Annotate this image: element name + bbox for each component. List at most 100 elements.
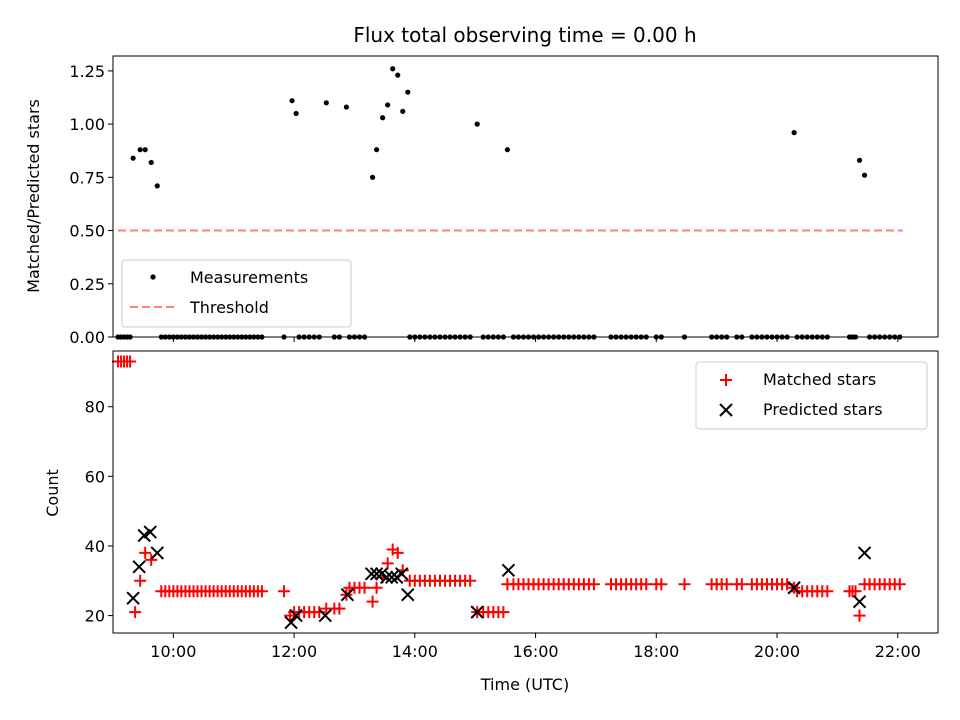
predicted-star-point bbox=[150, 546, 164, 560]
measurement-point bbox=[293, 110, 299, 117]
predicted-star-point bbox=[395, 567, 409, 581]
y-tick-label: 80 bbox=[85, 398, 105, 417]
measurement-point bbox=[474, 121, 480, 127]
matched-star-point bbox=[129, 606, 142, 619]
predicted-star-point bbox=[284, 615, 298, 630]
x-axis-label: Time (UTC) bbox=[480, 675, 569, 694]
predicted-star-point bbox=[289, 608, 303, 623]
matched-star-point bbox=[278, 585, 291, 598]
matched-star-point bbox=[145, 553, 158, 566]
predicted-star-point bbox=[379, 570, 394, 585]
matched-star-point bbox=[497, 606, 510, 619]
x-tick-label: 16:00 bbox=[513, 642, 559, 661]
y-tick-label: 0.50 bbox=[69, 222, 105, 241]
measurement-point bbox=[289, 98, 295, 104]
legend-predicted-label: Predicted stars bbox=[763, 400, 883, 419]
measurement-point bbox=[861, 172, 868, 178]
x-tick-label: 18:00 bbox=[633, 642, 679, 661]
matched-star-point bbox=[255, 585, 268, 598]
x-tick-label: 22:00 bbox=[875, 642, 921, 661]
measurement-point bbox=[154, 183, 160, 189]
y-tick-label: 60 bbox=[85, 467, 105, 486]
measurement-point bbox=[130, 155, 136, 161]
x-tick-label: 14:00 bbox=[392, 642, 438, 661]
y-tick-label: 0.25 bbox=[69, 275, 105, 294]
matched-star-point bbox=[370, 581, 383, 594]
predicted-star-point bbox=[132, 560, 146, 574]
legend-matched-label: Matched stars bbox=[763, 370, 876, 389]
measurement-point bbox=[142, 147, 148, 153]
bottom-plot: 20 40 60 80 10:00 12:00 14:00 16:00 18:00 20:00 22… bbox=[85, 350, 939, 661]
top-plot: 0.00 0.25 0.50 0.75 1.00 1.25 bbox=[69, 55, 939, 347]
matched-star-point bbox=[678, 578, 691, 591]
measurement-point bbox=[400, 108, 406, 114]
top-legend: Measurements Threshold bbox=[121, 259, 352, 328]
predicted-star-point bbox=[364, 567, 379, 581]
matched-star-point bbox=[358, 581, 371, 594]
top-legend-box bbox=[121, 259, 352, 328]
measurement-point bbox=[856, 157, 863, 163]
measurement-point bbox=[369, 174, 376, 180]
chart-title: Flux total observing time = 0.00 h bbox=[353, 23, 696, 47]
matched-star-point bbox=[134, 574, 147, 587]
measurement-point bbox=[323, 100, 329, 106]
matched-star-point bbox=[313, 606, 326, 619]
matched-star-point bbox=[849, 585, 862, 598]
predicted-star-point bbox=[318, 608, 332, 623]
measurement-point bbox=[395, 72, 401, 78]
measurement-point bbox=[405, 89, 411, 95]
matched-star-point bbox=[464, 574, 477, 587]
x-tick-label: 20:00 bbox=[754, 642, 800, 661]
legend-measurements-marker bbox=[150, 274, 156, 280]
top-plot-frame bbox=[112, 55, 939, 338]
matched-star-point bbox=[366, 595, 379, 608]
measurement-point bbox=[390, 66, 396, 72]
predicted-star-point bbox=[401, 587, 415, 602]
legend-threshold-label: Threshold bbox=[189, 298, 269, 317]
matched-star-point bbox=[893, 578, 906, 591]
y-tick-label: 0.00 bbox=[69, 328, 105, 347]
x-tick-label: 12:00 bbox=[271, 642, 317, 661]
measurement-point bbox=[137, 147, 143, 153]
legend-measurements-label: Measurements bbox=[190, 268, 308, 287]
predicted-star-point bbox=[384, 570, 399, 585]
predicted-star-point bbox=[501, 563, 516, 578]
y-tick-label: 40 bbox=[85, 537, 105, 556]
measurement-point bbox=[504, 147, 510, 153]
measurement-point bbox=[385, 102, 391, 108]
matched-star-point bbox=[655, 578, 668, 591]
matched-star-point bbox=[139, 546, 152, 559]
y-tick-label: 20 bbox=[85, 607, 105, 626]
measurement-point bbox=[373, 147, 380, 153]
matched-star-point bbox=[391, 546, 404, 559]
predicted-star-point bbox=[369, 567, 384, 581]
predicted-star-point bbox=[787, 581, 801, 595]
predicted-star-point bbox=[852, 594, 867, 609]
bottom-legend-box bbox=[695, 361, 928, 430]
bottom-plot-frame bbox=[112, 350, 939, 634]
matched-star-point bbox=[587, 578, 600, 591]
measurement-point bbox=[380, 115, 386, 121]
measurement-point bbox=[148, 159, 154, 166]
y-tick-label: 0.75 bbox=[69, 168, 105, 187]
bottom-legend: Matched stars Predicted stars bbox=[695, 361, 928, 430]
measurement-point bbox=[791, 130, 797, 136]
predicted-star-point bbox=[857, 546, 872, 560]
matched-star-point bbox=[735, 578, 748, 591]
predicted-star-point bbox=[340, 587, 355, 602]
y-tick-label: 1.25 bbox=[69, 62, 105, 81]
matched-star-point bbox=[853, 609, 866, 622]
predicted-star-point bbox=[143, 525, 157, 539]
measurement-point bbox=[343, 104, 350, 110]
matched-star-point bbox=[640, 578, 653, 591]
matched-star-point bbox=[821, 585, 834, 598]
y-tick-label: 1.00 bbox=[69, 115, 105, 134]
predicted-star-point bbox=[126, 591, 140, 605]
matched-star-point bbox=[381, 557, 394, 570]
bottom-y-axis-label: Count bbox=[43, 469, 62, 517]
matched-star-point bbox=[333, 602, 346, 615]
predicted-star-point bbox=[470, 605, 484, 619]
matched-star-point bbox=[720, 578, 733, 591]
